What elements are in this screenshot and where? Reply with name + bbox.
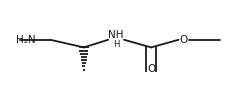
Text: NH: NH xyxy=(108,30,124,40)
Text: H: H xyxy=(113,40,119,49)
Text: O: O xyxy=(180,35,188,45)
Text: O: O xyxy=(147,64,155,74)
Text: H₂N: H₂N xyxy=(16,35,36,45)
